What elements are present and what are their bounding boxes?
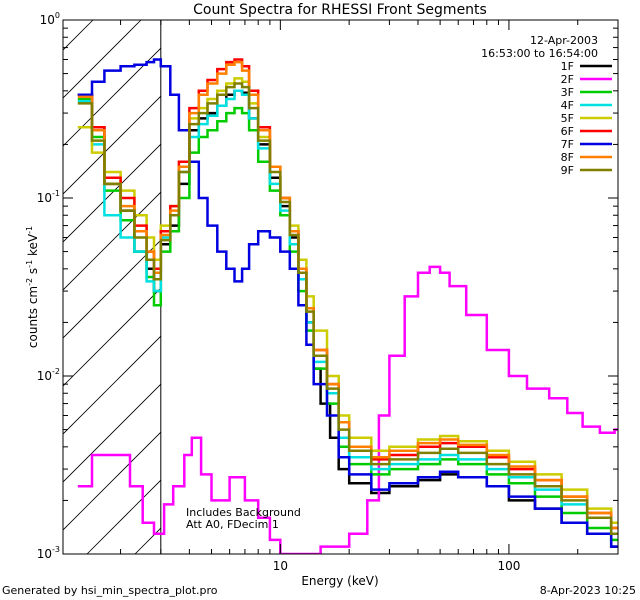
y-tick-label: 10-3 (37, 545, 60, 561)
y-axis-label-part: counts cm (26, 286, 40, 348)
series-lines (77, 58, 618, 554)
y-tick-label-base: 10 (37, 191, 52, 205)
annotation-background: Includes Background (186, 506, 301, 519)
chart-title: Count Spectra for RHESSI Front Segments (193, 2, 487, 18)
legend-date: 12-Apr-2003 (530, 34, 598, 47)
legend-label: 5F (561, 112, 574, 125)
axis-ticks (63, 19, 619, 555)
hatch-line (63, 143, 161, 243)
y-tick-label: 10-2 (37, 367, 60, 383)
y-axis-label-exponent: -1 (25, 226, 34, 234)
footer-timestamp: 8-Apr-2023 10:25 (540, 584, 636, 597)
hatch-line (63, 47, 161, 147)
footer-generated-by: Generated by hsi_min_spectra_plot.pro (2, 584, 218, 597)
y-tick-label: 10-1 (37, 189, 60, 205)
plot-frame (62, 19, 619, 555)
y-axis-label: counts cm-2 s-1 keV-1 (25, 226, 40, 348)
y-tick-label-base: 10 (37, 547, 52, 561)
hatch-line (63, 20, 142, 99)
x-axis-label: Energy (keV) (301, 574, 378, 588)
series-line-3F (77, 97, 618, 542)
legend-label: 3F (561, 86, 574, 99)
hatch-line (63, 431, 161, 531)
x-tick-label: 100 (497, 559, 520, 573)
y-axis-label-exponent: -2 (25, 278, 34, 286)
series-line-4F (77, 89, 618, 535)
y-tick-label-exponent: 0 (55, 11, 60, 20)
y-tick-label-exponent: -1 (52, 189, 60, 198)
hatch-line (63, 191, 161, 291)
legend-label: 2F (561, 73, 574, 86)
hatch-line (231, 20, 640, 554)
shaded-region (63, 20, 640, 554)
series-line-7F (77, 58, 618, 548)
hatch-line (63, 383, 161, 483)
series-line-9F (77, 82, 618, 535)
hatch-line (615, 20, 640, 554)
hatch-line (567, 20, 640, 554)
y-axis-label-part: keV (26, 233, 40, 260)
legend-label: 7F (561, 138, 574, 151)
y-tick-label-exponent: -2 (52, 367, 60, 376)
legend-label: 4F (561, 99, 574, 112)
annotation-attenuator: Att A0, FDecim 1 (186, 518, 279, 531)
x-tick-label: 10 (273, 559, 288, 573)
series-line-1F (77, 89, 618, 548)
legend-label: 1F (561, 60, 574, 73)
x-tick-labels: 10 100 (273, 559, 521, 573)
y-axis-label-part: s (26, 268, 40, 278)
y-tick-label-base: 10 (37, 369, 52, 383)
hatch-line (63, 95, 161, 195)
y-axis-label-exponent: -1 (25, 260, 34, 268)
hatch-line (63, 239, 161, 339)
y-tick-label-base: 10 (40, 13, 55, 27)
series-line-2F (77, 265, 618, 554)
y-tick-label: 100 (40, 11, 60, 27)
legend-label: 9F (561, 164, 574, 177)
y-tick-label-exponent: -3 (52, 545, 60, 554)
legend-label: 6F (561, 125, 574, 138)
legend-label: 8F (561, 151, 574, 164)
legend-time-range: 16:53:00 to 16:54:00 (481, 47, 598, 60)
